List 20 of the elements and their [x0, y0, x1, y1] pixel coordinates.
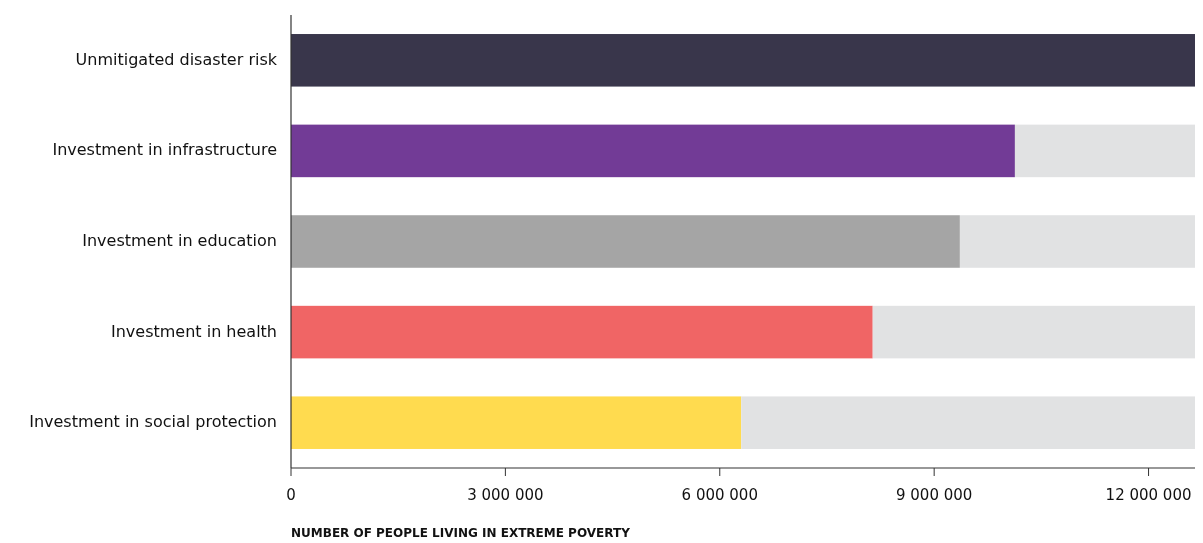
- x-tick-label: 0: [286, 486, 296, 504]
- x-axis-title: NUMBER OF PEOPLE LIVING IN EXTREME POVERTY: [291, 526, 631, 540]
- bar: [1014, 124, 1195, 178]
- bar: [872, 305, 1195, 359]
- y-tick-label: Investment in health: [110, 321, 277, 341]
- y-tick-label: Investment in education: [82, 231, 277, 250]
- y-tick-label: Investment in infrastructure: [52, 140, 277, 160]
- bar: [741, 396, 1195, 449]
- bar: [291, 305, 873, 359]
- bar: [291, 396, 742, 449]
- bar: [291, 34, 1195, 87]
- y-tick-label: Investment in social protection: [29, 412, 277, 432]
- bar: [959, 215, 1195, 268]
- x-tick-label: 12 000 000: [1105, 486, 1192, 504]
- x-tick-label: 3 000 000: [467, 486, 544, 504]
- y-tick-label: Unmitigated disaster risk: [75, 49, 278, 69]
- bar: [291, 215, 960, 268]
- x-tick-label: 9 000 000: [895, 486, 973, 504]
- bar: [291, 124, 1015, 178]
- x-tick-label: 6 000 000: [681, 486, 758, 504]
